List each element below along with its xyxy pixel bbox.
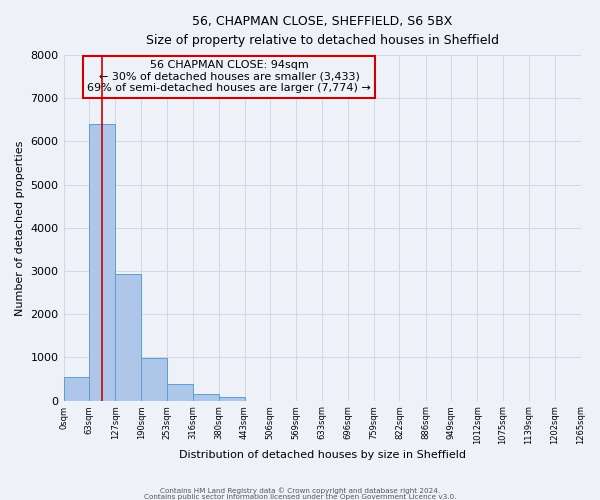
Y-axis label: Number of detached properties: Number of detached properties bbox=[15, 140, 25, 316]
Title: 56, CHAPMAN CLOSE, SHEFFIELD, S6 5BX
Size of property relative to detached house: 56, CHAPMAN CLOSE, SHEFFIELD, S6 5BX Siz… bbox=[146, 15, 499, 47]
Text: 56 CHAPMAN CLOSE: 94sqm
← 30% of detached houses are smaller (3,433)
69% of semi: 56 CHAPMAN CLOSE: 94sqm ← 30% of detache… bbox=[87, 60, 371, 94]
Bar bbox=[89, 124, 115, 400]
X-axis label: Distribution of detached houses by size in Sheffield: Distribution of detached houses by size … bbox=[179, 450, 466, 460]
Bar bbox=[115, 274, 141, 400]
Bar bbox=[141, 358, 167, 401]
Text: Contains HM Land Registry data © Crown copyright and database right 2024.: Contains HM Land Registry data © Crown c… bbox=[160, 487, 440, 494]
Bar bbox=[219, 398, 245, 400]
Bar bbox=[193, 394, 219, 400]
Bar bbox=[167, 384, 193, 400]
Bar bbox=[64, 377, 89, 400]
Text: Contains public sector information licensed under the Open Government Licence v3: Contains public sector information licen… bbox=[144, 494, 456, 500]
